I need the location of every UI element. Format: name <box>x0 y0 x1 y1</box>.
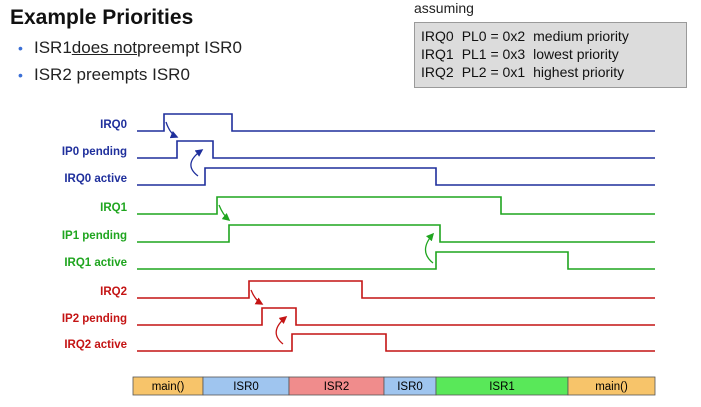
signal-label: IRQ2 <box>100 286 127 298</box>
desc-cell: medium priority <box>533 28 629 44</box>
bullet-text-before: ISR2 preempts ISR0 <box>34 65 190 84</box>
signal-waveform <box>137 140 655 159</box>
bullet-dot-icon: • <box>18 40 23 56</box>
signal-waveform <box>137 167 655 186</box>
pl-cell: PL2 = 0x1 <box>461 64 526 80</box>
signal-label: IP2 pending <box>62 313 127 325</box>
bullet-item: • ISR2 preempts ISR0 <box>18 65 242 85</box>
timeline-segment-label: main() <box>595 381 628 393</box>
bullet-text-before: ISR1 <box>34 38 72 57</box>
signal-label: IRQ2 active <box>64 339 127 351</box>
timeline-segment-label: ISR0 <box>233 381 259 393</box>
causal-arrow <box>218 204 231 221</box>
priority-table: IRQ0 PL0 = 0x2 medium priority IRQ1 PL1 … <box>421 27 637 81</box>
bullet-text-underlined: does not <box>71 38 138 57</box>
bullet-list: • ISR1 does not preempt ISR0 • ISR2 pree… <box>18 38 242 92</box>
signal-label: IRQ1 <box>100 202 127 214</box>
pl-cell: PL0 = 0x2 <box>461 28 526 44</box>
desc-cell: highest priority <box>533 64 625 80</box>
desc-cell: lowest priority <box>533 46 619 62</box>
signal-waveform <box>137 196 655 215</box>
page-title: Example Priorities <box>10 6 194 29</box>
bullet-dot-icon: • <box>18 67 23 83</box>
assuming-label: assuming <box>414 0 474 16</box>
causal-arrow <box>165 121 179 139</box>
signal-waveform <box>137 224 655 243</box>
signal-label: IP1 pending <box>62 230 127 242</box>
signal-waveform <box>137 307 655 326</box>
timeline-segment-label: ISR1 <box>489 381 515 393</box>
signal-waveform <box>137 333 655 352</box>
signal-label: IRQ1 active <box>64 257 127 269</box>
irq-cell: IRQ1 <box>421 46 454 62</box>
bullet-text-after: preempt ISR0 <box>137 38 242 57</box>
irq-cell: IRQ0 <box>421 28 454 44</box>
timeline-segment <box>567 376 656 396</box>
signal-waveform <box>137 113 655 132</box>
irq-cell: IRQ2 <box>421 64 454 80</box>
causal-arrow <box>190 149 204 177</box>
signal-waveform <box>137 251 655 270</box>
timeline-segment-label: ISR2 <box>324 381 350 393</box>
timeline-segment-label: ISR0 <box>397 381 423 393</box>
priority-row: IRQ0 PL0 = 0x2 medium priority <box>421 27 637 45</box>
timeline-segment-label: main() <box>152 381 185 393</box>
signal-label: IP0 pending <box>62 146 127 158</box>
priority-row: IRQ1 PL1 = 0x3 lowest priority <box>421 45 637 63</box>
pl-cell: PL1 = 0x3 <box>461 46 526 62</box>
causal-arrow <box>250 289 264 305</box>
causal-arrow <box>424 232 435 264</box>
signal-waveform <box>137 280 655 299</box>
priority-table-box: IRQ0 PL0 = 0x2 medium priority IRQ1 PL1 … <box>414 22 687 88</box>
causal-arrow <box>275 316 288 345</box>
bullet-item: • ISR1 does not preempt ISR0 <box>18 38 242 58</box>
signal-label: IRQ0 <box>100 119 127 131</box>
signal-label: IRQ0 active <box>64 173 127 185</box>
priority-row: IRQ2 PL2 = 0x1 highest priority <box>421 63 637 81</box>
